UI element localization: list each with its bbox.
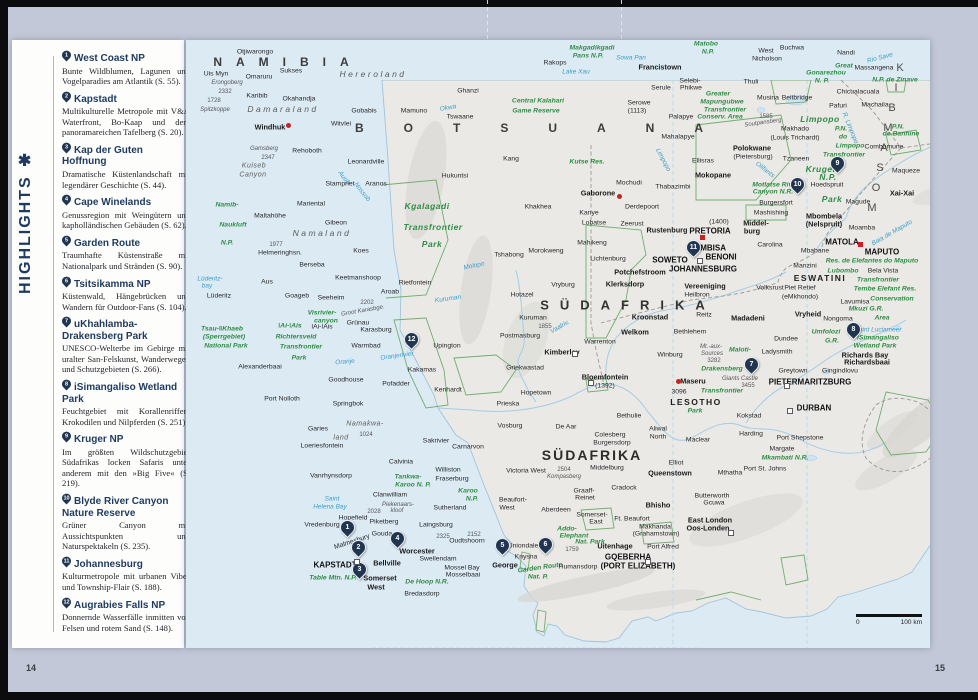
map-pin-icon: 10: [60, 491, 73, 505]
highlight-title: 5 Garden Route: [60, 233, 190, 250]
highlight-list-item: 6 Tsitsikamma NP Küstenwald, Hängebrücken…: [60, 274, 190, 313]
map-pin-icon: 4: [60, 192, 73, 206]
highlight-list-item: 7 uKhahlamba-Drakensberg Park UNESCO-Welt…: [60, 314, 190, 375]
map-pin-icon: 11: [60, 554, 73, 568]
map-pin-icon: 12: [60, 595, 73, 608]
highlight-list-item: 5 Garden Route Traumhafte Küstenstraße mi…: [60, 233, 190, 272]
scale-end-label: 100 km: [900, 619, 922, 626]
highlight-title: 4 Cape Winelands: [60, 192, 190, 209]
fold-mark-left: [487, 0, 488, 40]
highlight-description: Im größten Wildschutzgebiet Südafrikas l…: [62, 446, 190, 489]
highlight-description: Feuchtgebiet mit Korallenriffen, Krokodi…: [62, 406, 190, 427]
highlight-description: Bunte Wildblumen, Lagunen und Vogelparad…: [62, 65, 190, 87]
map-pin-icon: 6: [60, 274, 73, 287]
highlight-description: Multikulturelle Metropole mit V&A Waterf…: [62, 106, 190, 138]
highlight-list-item: 9 Kruger NP Im größten Wildschutzgebiet S…: [60, 429, 190, 489]
map-pin-icon: 3: [60, 140, 73, 154]
highlight-description: Kulturmetropole mit urbanen Vibes und To…: [62, 571, 190, 592]
highlight-list-item: 1 West Coast NP Bunte Wildblumen, Lagunen…: [60, 48, 190, 87]
scale-bar-line: [856, 614, 922, 617]
page-number-left: 14: [26, 663, 37, 673]
sidebar-header: HIGHLIGHTS ✱: [17, 147, 34, 294]
map-pin-icon: 7: [60, 314, 73, 328]
page-number-right: 15: [935, 663, 946, 673]
highlight-description: Grüner Canyon mit Aussichtspunkten und N…: [62, 520, 190, 552]
highlight-description: Dramatische Küstenlandschaft mit legendä…: [62, 168, 190, 190]
highlight-title: 3 Kap der Guten Hoffnung: [60, 140, 190, 168]
highlight-description: UNESCO-Welterbe im Gebirge mit uralter S…: [62, 343, 190, 375]
map-pin-icon: 8: [60, 377, 73, 391]
highlight-list-item: 2 Kapstadt Multikulturelle Metropole mit …: [60, 89, 190, 138]
highlight-title: 1 West Coast NP: [60, 48, 190, 65]
highlight-description: Genussregion mit Weingütern und kaphollä…: [62, 209, 190, 231]
highlight-title: 8 iSimangaliso Wetland Park: [60, 377, 190, 405]
highlight-title: 11 Johannesburg: [60, 554, 190, 571]
highlight-title: 6 Tsitsikamma NP: [60, 274, 190, 291]
map-canvas: [372, 80, 930, 648]
highlight-list-item: 3 Kap der Guten Hoffnung Dramatische Küst…: [60, 140, 190, 190]
park-boundaries: [381, 80, 930, 633]
map-pin-icon: 5: [60, 233, 73, 247]
highlight-list-item: 8 iSimangaliso Wetland Park Feuchtgebiet …: [60, 377, 190, 427]
hillshade: [405, 120, 930, 611]
highlight-list-item: 4 Cape Winelands Genussregion mit Weingüt…: [60, 192, 190, 231]
highlight-description: Donnernde Wasserfälle inmitten von Felse…: [62, 612, 190, 633]
highlights-list: 1 West Coast NP Bunte Wildblumen, Lagunen…: [60, 48, 190, 634]
highlight-description: Küstenwald, Hängebrücken und Wandern für…: [62, 291, 190, 312]
highlight-list-item: 10 Blyde River Canyon Nature Reserve Grün…: [60, 491, 190, 552]
scale-bar: 0 100 km: [856, 614, 922, 626]
highlight-title: 9 Kruger NP: [60, 429, 190, 446]
map-pin-icon: 2: [60, 89, 73, 103]
fold-mark-right: [621, 0, 622, 40]
highlights-sidebar: HIGHLIGHTS ✱ 1 West Coast NP Bunte Wildbl…: [12, 40, 190, 648]
highlight-list-item: 12 Augrabies Falls NP Donnernde Wasserfäl…: [60, 595, 190, 634]
highlight-list-item: 11 Johannesburg Kulturmetropole mit urban…: [60, 554, 190, 593]
highlight-description: Traumhafte Küstenstraße mit Nationalpark…: [62, 250, 190, 271]
lakes: [756, 94, 902, 461]
sidebar-divider: [53, 56, 54, 632]
highlight-title: 12 Augrabies Falls NP: [60, 595, 190, 612]
highlight-title: 10 Blyde River Canyon Nature Reserve: [60, 491, 190, 519]
map-page: 0 100 km: [186, 40, 930, 648]
highlight-title: 2 Kapstadt: [60, 89, 190, 106]
scale-zero-label: 0: [856, 619, 860, 626]
rivers: [437, 146, 930, 454]
highlight-title: 7 uKhahlamba-Drakensberg Park: [60, 314, 190, 342]
country-borders: [590, 80, 930, 472]
map-pin-icon: 9: [60, 429, 73, 443]
map-pin-icon: 1: [60, 48, 73, 62]
